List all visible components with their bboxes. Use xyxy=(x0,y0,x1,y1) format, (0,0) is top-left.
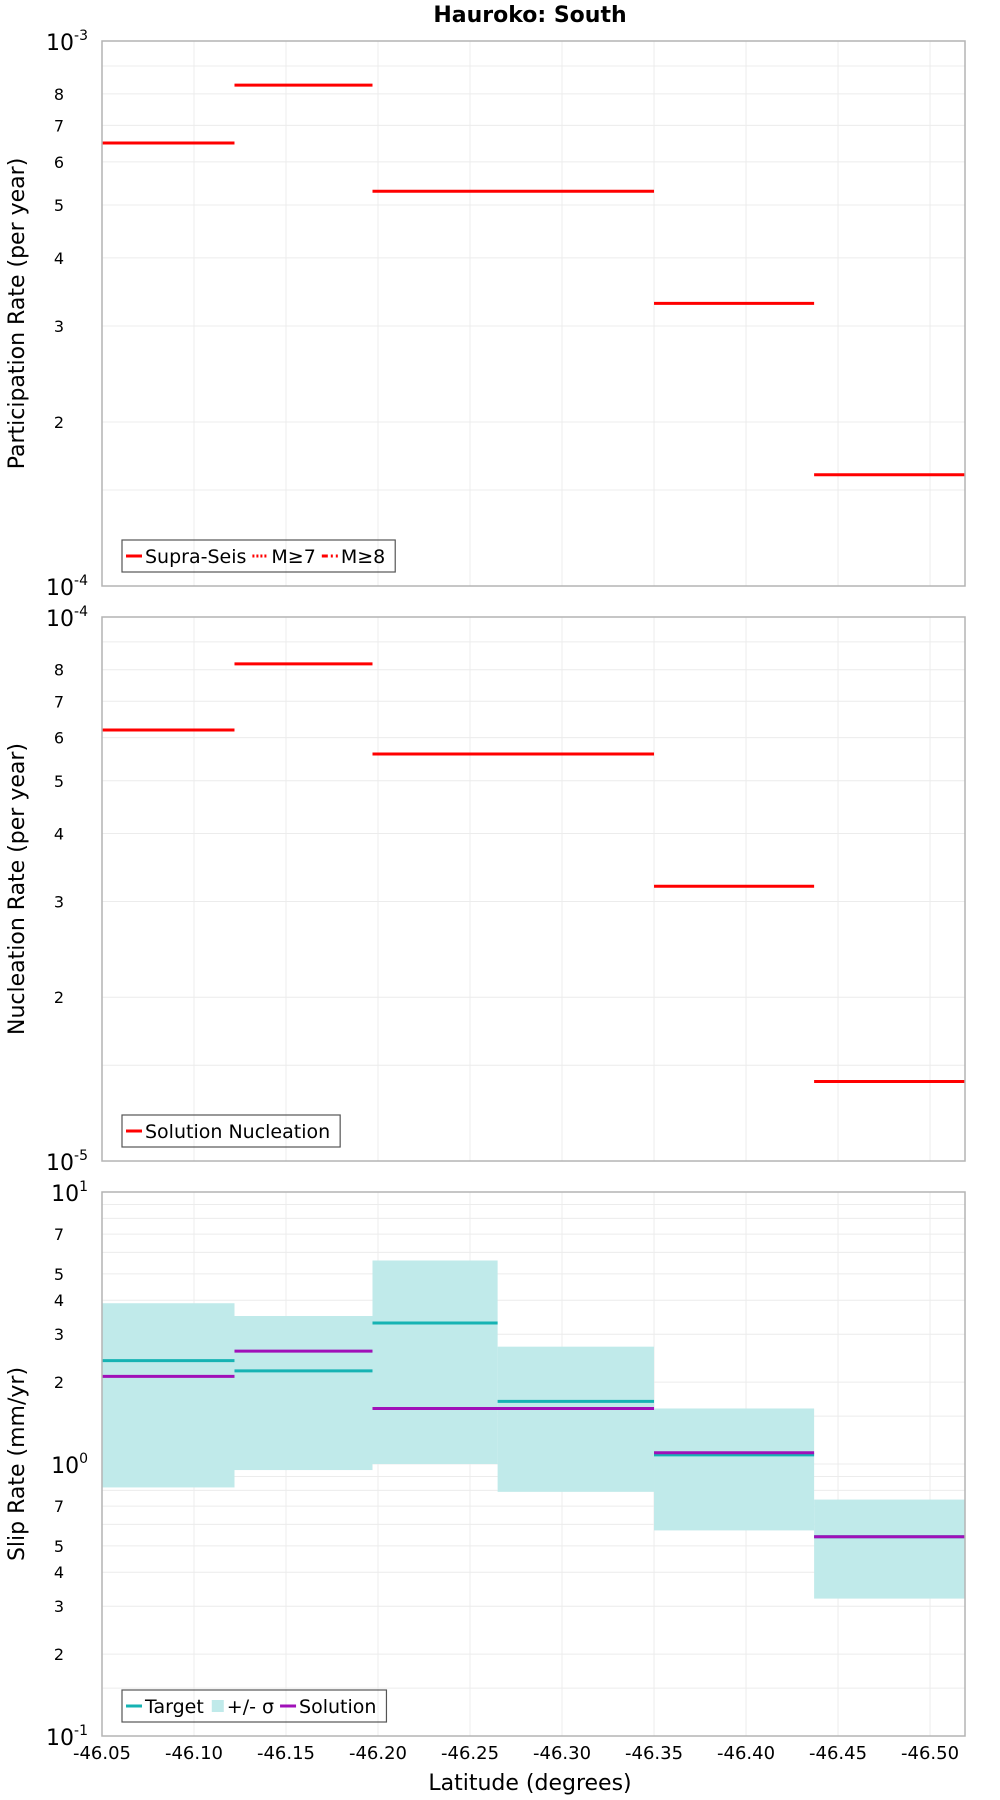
y-tick-label: 2 xyxy=(54,988,64,1007)
sigma-band xyxy=(372,1260,498,1464)
legend-frame xyxy=(121,539,396,573)
legend-label: +/- σ xyxy=(227,1696,274,1718)
y-tick-label: 8 xyxy=(54,85,64,104)
plot-frame xyxy=(101,1191,966,1737)
y-tick-label: 6 xyxy=(54,729,64,748)
y-tick-label: 10-4 xyxy=(46,573,88,601)
legend-swatch xyxy=(211,1700,224,1712)
legend: Solution Nucleation xyxy=(121,1114,341,1148)
x-tick-label: -46.45 xyxy=(809,1743,867,1764)
chart-title: Hauroko: South xyxy=(433,3,626,28)
plot-frame xyxy=(101,616,966,1162)
legend: Supra-Seis M≥7 M≥8 xyxy=(121,539,396,573)
series-supra-seis xyxy=(102,83,965,477)
y-tick-label: 10-3 xyxy=(46,28,88,56)
x-tick-label: -46.05 xyxy=(73,1743,131,1764)
legend-frame xyxy=(121,1114,341,1148)
y-tick-label: 2 xyxy=(54,1373,64,1392)
legend-frame xyxy=(121,1689,388,1723)
series-solution-nucleation xyxy=(102,662,965,1084)
y-tick-label: 5 xyxy=(54,1265,64,1284)
y-tick-label: 10-1 xyxy=(46,1723,88,1751)
legend-label: Supra-Seis xyxy=(145,546,246,568)
y-tick-label: 3 xyxy=(54,1597,64,1616)
y-tick-label: 101 xyxy=(51,1179,88,1207)
y-tick-label: 4 xyxy=(54,1563,64,1582)
y-tick-label: 3 xyxy=(54,1325,64,1344)
y-tick-label: 7 xyxy=(54,116,64,135)
panels: 10-3 10-4 8 7 6 5 4 3 2 Participation Rate (per y… xyxy=(5,28,966,1764)
y-axis-label: Nucleation Rate (per year) xyxy=(5,743,30,1035)
plot-area xyxy=(102,41,965,586)
gridlines xyxy=(101,41,965,586)
y-tick-label: 3 xyxy=(54,892,64,911)
y-tick-label: 8 xyxy=(54,661,64,680)
panel-nucleation: 10-4 10-5 8 7 6 5 4 3 2 Nucleation Rate (per year… xyxy=(5,604,966,1176)
y-tick-label: 5 xyxy=(54,772,64,791)
x-tick-label: -46.30 xyxy=(533,1743,591,1764)
x-tick-label: -46.35 xyxy=(625,1743,683,1764)
legend-label: Target xyxy=(144,1696,204,1718)
legend-label: Solution xyxy=(299,1696,376,1718)
sigma-band xyxy=(234,1316,373,1471)
y-tick-label: 5 xyxy=(54,196,64,215)
legend-label: Solution Nucleation xyxy=(145,1121,330,1143)
y-tick-label: 3 xyxy=(54,317,64,336)
y-tick-label: 100 xyxy=(51,1451,88,1479)
panel-slip: 101 100 10-1 7 5 4 3 2 7 5 4 3 2 Slip Rate (mm/yr) Tar… xyxy=(5,1179,966,1764)
sigma-band xyxy=(102,1303,235,1488)
plot-frame xyxy=(101,40,966,587)
x-tick-label: -46.20 xyxy=(349,1743,407,1764)
y-tick-label: 4 xyxy=(54,249,64,268)
y-tick-label: 10-4 xyxy=(46,604,88,632)
y-tick-label: 7 xyxy=(54,1497,64,1516)
sigma-band xyxy=(814,1499,965,1599)
y-tick-label: 7 xyxy=(54,1225,64,1244)
legend: Target +/- σ Solution xyxy=(121,1689,388,1723)
y-tick-label: 4 xyxy=(54,1291,64,1310)
legend-label: M≥7 xyxy=(271,546,315,568)
y-tick-label: 2 xyxy=(54,413,64,432)
y-tick-label: 7 xyxy=(54,692,64,711)
y-tick-label: 5 xyxy=(54,1537,64,1556)
y-axis-label: Slip Rate (mm/yr) xyxy=(5,1367,30,1561)
sigma-band xyxy=(497,1346,655,1492)
x-tick-label: -46.10 xyxy=(165,1743,223,1764)
x-tick-label: -46.25 xyxy=(441,1743,499,1764)
x-tick-label: -46.50 xyxy=(901,1743,959,1764)
gridlines xyxy=(101,617,965,1161)
legend-label: M≥8 xyxy=(341,546,385,568)
y-tick-label: 2 xyxy=(54,1645,64,1664)
plot-area xyxy=(102,617,965,1161)
y-axis-label: Participation Rate (per year) xyxy=(5,158,30,470)
x-axis-label: Latitude (degrees) xyxy=(428,1771,631,1796)
sigma-band xyxy=(654,1408,815,1531)
y-tick-label: 6 xyxy=(54,153,64,172)
y-tick-label: 10-5 xyxy=(46,1148,88,1176)
x-axis: -46.05 -46.10 -46.15 -46.20 -46.25 -46.30 -46.… xyxy=(73,1743,959,1764)
panel-participation: 10-3 10-4 8 7 6 5 4 3 2 Participation Rate (per y… xyxy=(5,28,966,601)
x-tick-label: -46.40 xyxy=(717,1743,775,1764)
series-solution xyxy=(102,1349,965,1539)
y-tick-label: 4 xyxy=(54,824,64,843)
x-tick-label: -46.15 xyxy=(257,1743,315,1764)
